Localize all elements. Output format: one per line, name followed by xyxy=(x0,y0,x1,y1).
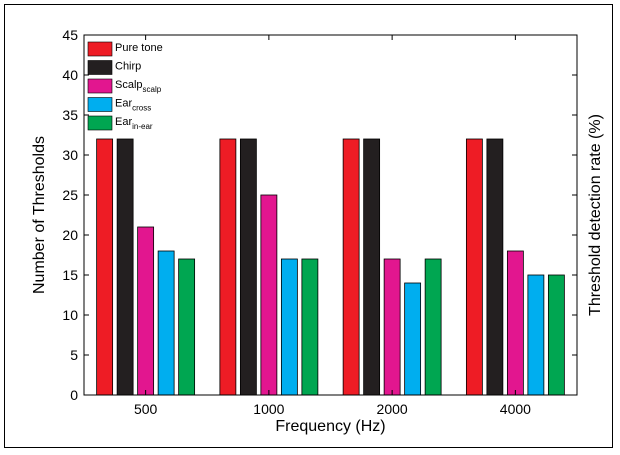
bar-500-series-2 xyxy=(137,226,155,396)
legend-label-2: Scalpscalp xyxy=(115,79,162,94)
y-tick-label: 10 xyxy=(62,307,78,323)
x-tick-label: 1000 xyxy=(253,401,284,417)
x-axis-label: Frequency (Hz) xyxy=(275,418,385,435)
bar-2000-series-4 xyxy=(424,258,442,396)
y-tick-label: 15 xyxy=(62,267,78,283)
plot-area xyxy=(83,34,578,396)
y-tick-label: 40 xyxy=(62,67,78,83)
legend-label-subscript: scalp xyxy=(143,85,162,94)
bar-1000-series-4 xyxy=(301,258,319,396)
bar-500-series-0 xyxy=(96,138,114,396)
legend-label-3: Earcross xyxy=(115,98,151,113)
legend-label-main: Pure tone xyxy=(115,42,163,54)
y-axis-right-label: Threshold detection rate (%) xyxy=(587,114,604,316)
legend-label-main: Chirp xyxy=(115,61,141,73)
legend-swatch-3 xyxy=(87,97,113,112)
legend-label-main: Ear xyxy=(115,98,132,110)
legend-label-4: Earin-ear xyxy=(115,116,153,131)
bars-group xyxy=(96,138,565,396)
figure-frame xyxy=(4,4,613,448)
legend-label-main: Ear xyxy=(115,116,132,128)
y-axis-label: Number of Thresholds xyxy=(31,136,48,294)
bar-4000-series-1 xyxy=(486,138,504,396)
y-tick-label: 20 xyxy=(62,227,78,243)
x-tick-label: 2000 xyxy=(377,401,408,417)
legend-swatch-1 xyxy=(87,60,113,75)
bar-2000-series-2 xyxy=(383,258,401,396)
bar-1000-series-3 xyxy=(280,258,298,396)
bar-1000-series-0 xyxy=(219,138,237,396)
y-tick-label: 5 xyxy=(70,347,78,363)
x-axis: 500 1000 2000 4000 xyxy=(134,35,531,417)
bar-1000-series-2 xyxy=(260,194,278,396)
legend-label-subscript: in-ear xyxy=(132,122,153,131)
x-tick-label: 4000 xyxy=(500,401,531,417)
legend-swatch-2 xyxy=(87,78,113,94)
legend: Pure toneChirpScalpscalpEarcrossEarin-ea… xyxy=(87,41,163,131)
bar-4000-series-3 xyxy=(527,274,545,396)
bar-4000-series-0 xyxy=(465,138,483,396)
y-tick-label: 0 xyxy=(70,387,78,403)
legend-label-subscript: cross xyxy=(132,104,151,113)
x-tick-label: 500 xyxy=(134,401,158,417)
bar-4000-series-4 xyxy=(547,274,565,396)
bar-1000-series-1 xyxy=(239,138,257,396)
bar-500-series-1 xyxy=(116,138,134,396)
bar-2000-series-1 xyxy=(363,138,381,396)
y-tick-label: 45 xyxy=(62,27,78,43)
bar-500-series-3 xyxy=(157,250,175,396)
y-tick-label: 25 xyxy=(62,187,78,203)
bar-4000-series-2 xyxy=(506,250,524,396)
y-tick-label: 30 xyxy=(62,147,78,163)
legend-label-main: Scalp xyxy=(115,79,143,91)
y-tick-label: 35 xyxy=(62,107,78,123)
bar-2000-series-0 xyxy=(342,138,360,396)
y-axis: 0 5 10 15 20 25 30 35 40 45 xyxy=(62,27,577,403)
legend-label-1: Chirp xyxy=(115,61,141,73)
legend-swatch-0 xyxy=(87,41,113,57)
bar-2000-series-3 xyxy=(404,282,422,396)
bar-500-series-4 xyxy=(178,258,196,396)
legend-swatch-4 xyxy=(87,115,113,131)
legend-label-0: Pure tone xyxy=(115,42,163,54)
